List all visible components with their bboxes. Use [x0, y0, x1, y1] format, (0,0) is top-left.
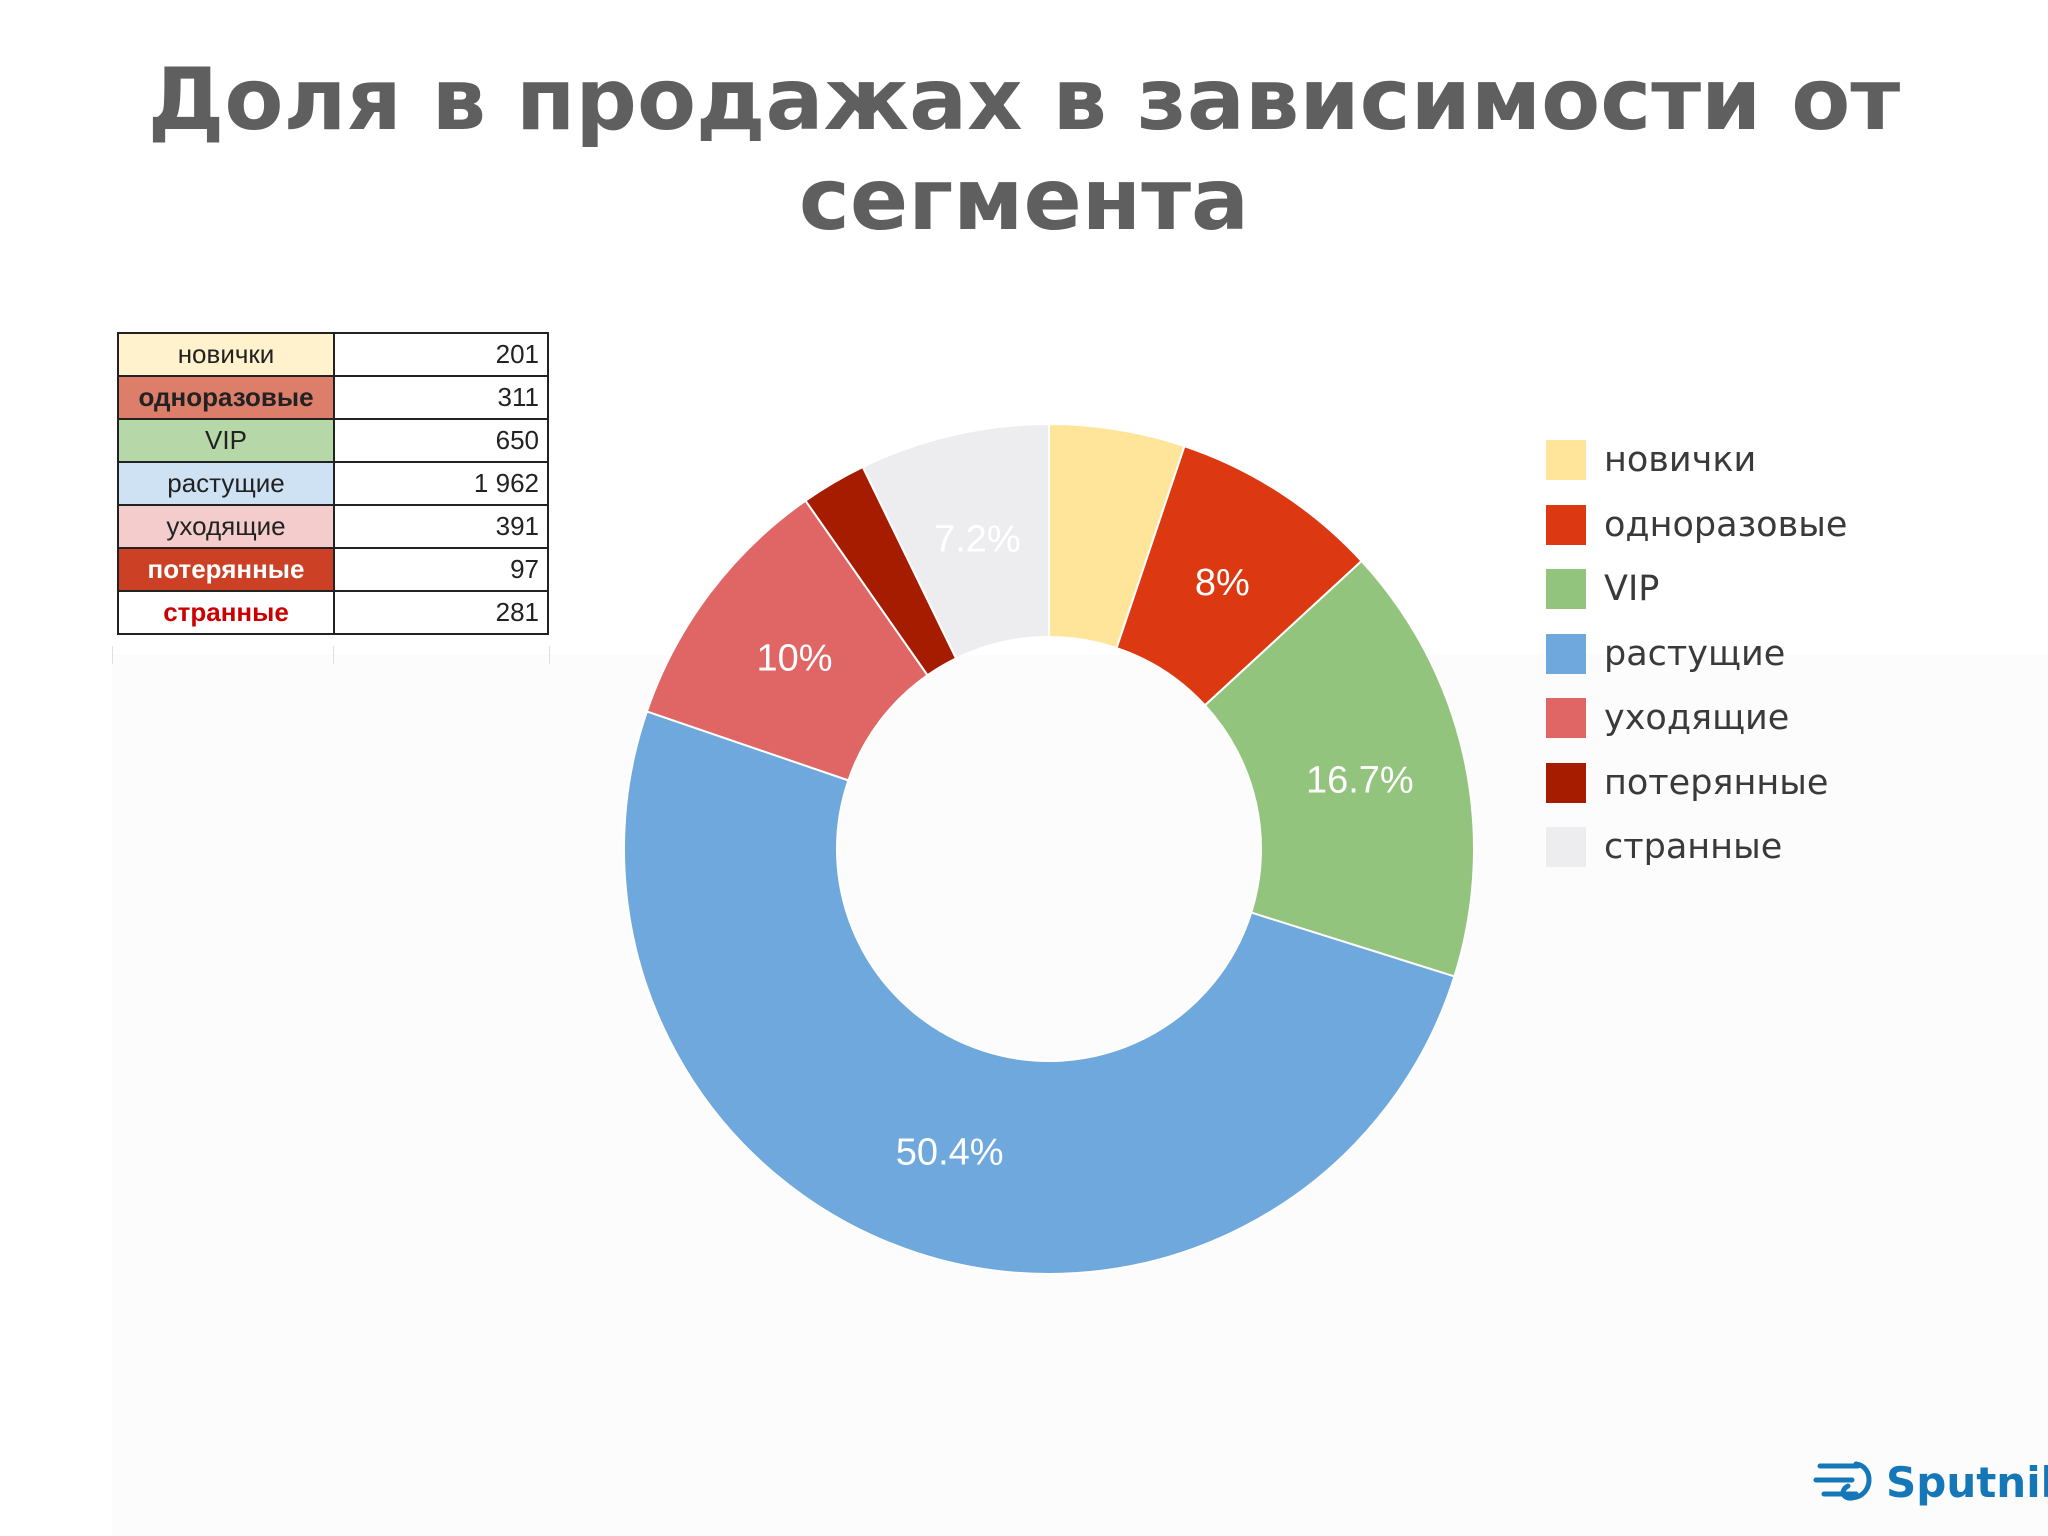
slice-data-label: 7.2%: [934, 519, 1021, 561]
segment-name-cell: странные: [117, 590, 335, 635]
segment-name-cell: потерянные: [117, 547, 335, 592]
legend-item: потерянные: [1546, 751, 1847, 816]
segment-value-cell: 201: [333, 332, 549, 377]
table-row: растущие 1 962: [117, 461, 549, 506]
legend-swatch: [1546, 504, 1586, 545]
legend-label: потерянные: [1604, 762, 1829, 803]
sputnik-logo: Sputnik: [1812, 1452, 2048, 1512]
segment-value-cell: 97: [333, 547, 549, 592]
legend-swatch: [1546, 827, 1586, 868]
segment-table: новички 201 одноразовые 311 VIP 650 растущие 1 …: [117, 332, 549, 635]
segment-name-cell: растущие: [117, 461, 335, 506]
segment-name-cell: VIP: [117, 418, 335, 463]
segment-name-cell: уходящие: [117, 504, 335, 549]
legend-item: одноразовые: [1546, 493, 1847, 558]
donut-slice: [1203, 559, 1475, 978]
logo-text: Sputnik: [1886, 1457, 2048, 1507]
slice-data-label: 16.7%: [1306, 760, 1414, 802]
slice-data-label: 8%: [1195, 562, 1250, 604]
slice-data-label: 50.4%: [896, 1132, 1004, 1174]
slice-data-label: 10%: [756, 637, 832, 679]
segment-value-cell: 650: [333, 418, 549, 463]
table-row: потерянные 97: [117, 547, 549, 592]
donut-slice: [861, 422, 1050, 660]
table-row: странные 281: [117, 590, 549, 635]
title-line-2: сегмента: [798, 150, 1250, 250]
legend-label: новички: [1604, 440, 1757, 481]
legend-swatch: [1546, 633, 1586, 674]
table-row: VIP 650: [117, 418, 549, 463]
legend-item: VIP: [1546, 557, 1847, 622]
title-line-1: Доля в продажах в зависимости от: [147, 50, 1901, 150]
segment-value-cell: 1 962: [333, 461, 549, 506]
legend-swatch: [1546, 440, 1586, 481]
table-row: новички 201: [117, 332, 549, 377]
segment-value-cell: 391: [333, 504, 549, 549]
chart-legend: новички одноразовые VIP растущие уходящие пот…: [1546, 428, 1847, 880]
legend-label: растущие: [1604, 633, 1786, 674]
legend-swatch: [1546, 762, 1586, 803]
legend-label: одноразовые: [1604, 504, 1848, 545]
legend-swatch: [1546, 569, 1586, 610]
legend-item: растущие: [1546, 622, 1847, 687]
legend-label: странные: [1604, 827, 1783, 868]
table-row: одноразовые 311: [117, 375, 549, 420]
page-title: Доля в продажах в зависимости от сегмент…: [0, 50, 2048, 250]
segment-value-cell: 281: [333, 590, 549, 635]
segment-name-cell: новички: [117, 332, 335, 377]
legend-swatch: [1546, 698, 1586, 739]
donut-slice: [623, 710, 1456, 1275]
sheet-grid-lines: [112, 646, 553, 664]
legend-item: странные: [1546, 815, 1847, 880]
legend-label: уходящие: [1604, 698, 1790, 739]
legend-item: уходящие: [1546, 686, 1847, 751]
segment-value-cell: 311: [333, 375, 549, 420]
segment-name-cell: одноразовые: [117, 375, 335, 420]
sputnik-logo-icon: [1813, 1461, 1872, 1501]
legend-label: VIP: [1604, 569, 1660, 610]
legend-item: новички: [1546, 428, 1847, 493]
table-row: уходящие 391: [117, 504, 549, 549]
